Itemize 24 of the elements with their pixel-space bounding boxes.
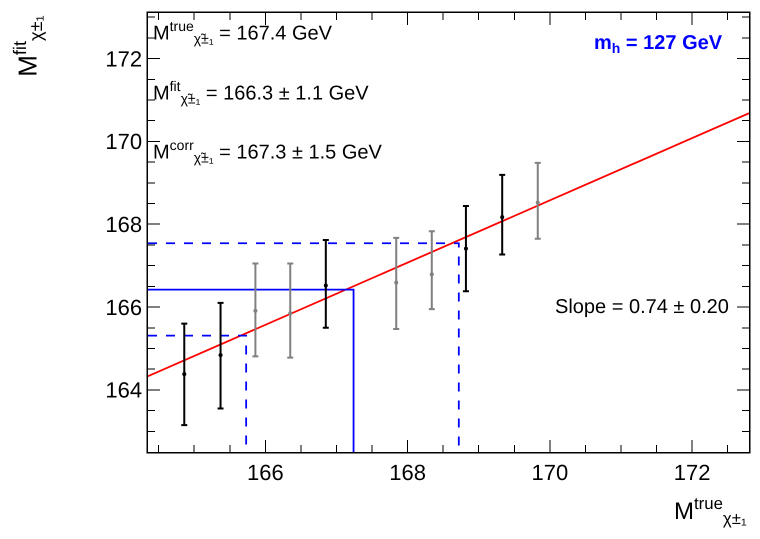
annotation: m$_{h}$ = 127 GeV [594,32,723,56]
x-tick-label: 166 [247,460,284,485]
x-tick-label: 170 [531,460,568,485]
annotation: Slope = 0.74 ± 0.20 [555,296,729,318]
annotation: M$^{fit}$$_{χ̃±₁}$ = 166.3 ± 1.1 GeV [153,78,370,107]
point [182,372,186,376]
point [253,308,258,313]
y-tick-label: 168 [105,212,142,237]
point [324,284,328,288]
point [394,280,398,285]
point [464,246,468,251]
point [288,311,292,316]
x-tick-label: 168 [389,460,426,485]
annotation: M$^{corr}$$_{χ̃±₁}$ = 167.3 ± 1.5 GeV [153,137,383,166]
point [536,200,540,205]
y-tick-label: 172 [105,46,142,72]
point [500,215,504,220]
x-tick-label: 172 [674,460,710,485]
annotation: M$^{true}$$_{χ̃±₁}$ = 167.4 GeV [153,18,333,47]
y-tick-label: 166 [105,294,142,320]
y-tick-label: 170 [105,129,142,154]
point [430,272,434,276]
point [218,353,223,358]
y-tick-label: 164 [105,378,142,403]
